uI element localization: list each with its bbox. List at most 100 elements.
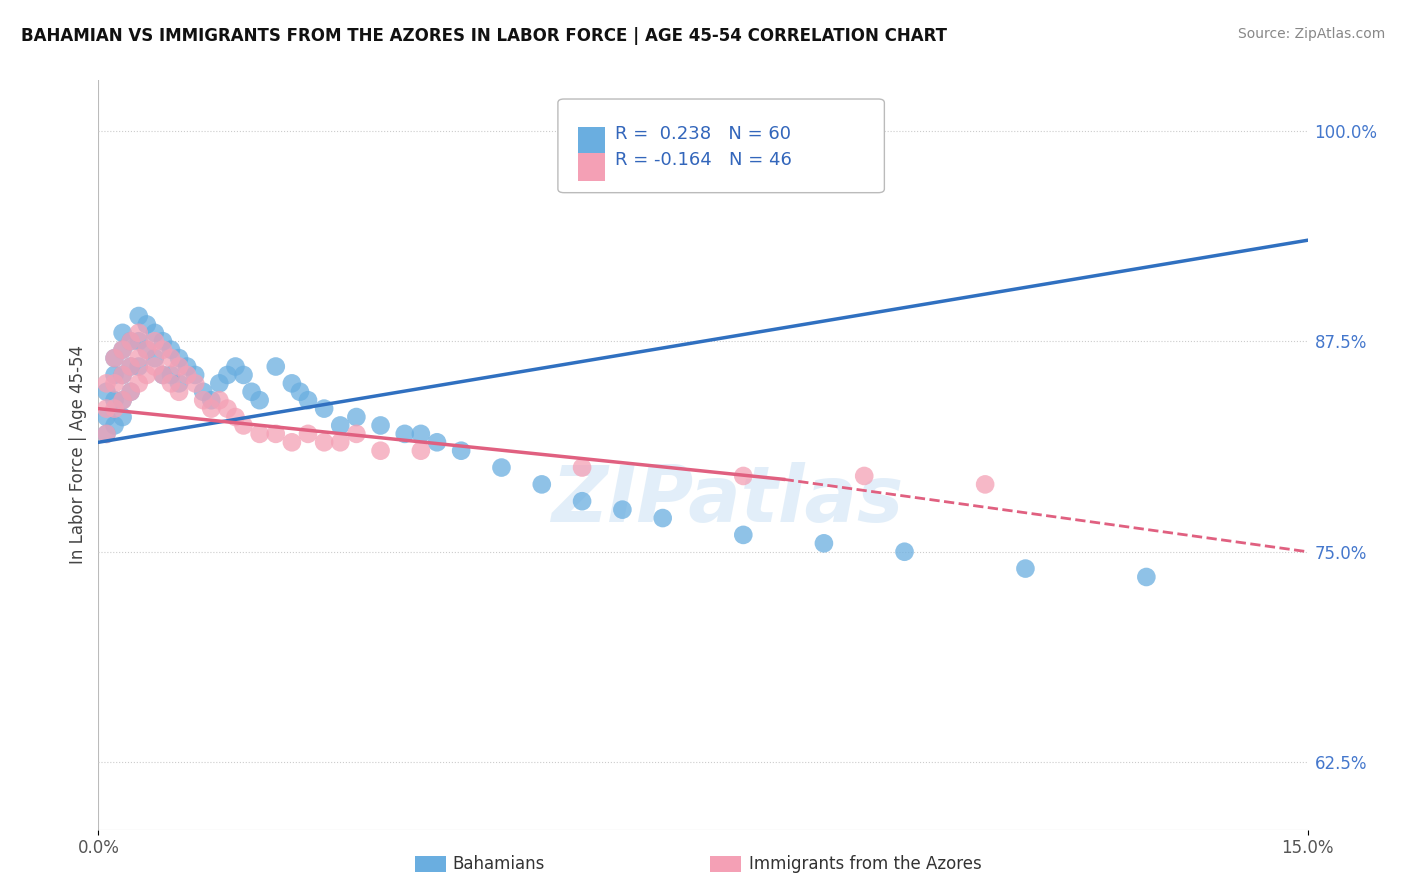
Point: [281, 376, 304, 391]
Point: [152, 343, 174, 357]
Point: [120, 384, 142, 399]
Point: [184, 376, 207, 391]
Point: [167, 384, 190, 399]
Point: [232, 368, 254, 382]
Point: [217, 368, 239, 382]
Point: [853, 469, 876, 483]
Point: [120, 384, 142, 399]
Point: [128, 376, 150, 391]
Text: ZIPatlas: ZIPatlas: [551, 462, 903, 538]
Point: [128, 326, 150, 340]
Point: [232, 418, 254, 433]
Point: [217, 401, 239, 416]
Point: [103, 418, 125, 433]
Point: [96, 426, 118, 441]
Point: [135, 343, 157, 357]
Point: [96, 384, 118, 399]
Point: [530, 477, 553, 491]
Point: [281, 435, 304, 450]
Point: [143, 326, 166, 340]
Point: [571, 460, 593, 475]
Point: [200, 393, 222, 408]
Point: [200, 401, 222, 416]
Point: [249, 393, 271, 408]
Point: [152, 334, 174, 349]
Point: [135, 368, 157, 382]
Point: [176, 368, 198, 382]
Point: [160, 351, 183, 365]
Point: [193, 393, 215, 408]
Point: [103, 393, 125, 408]
Point: [135, 318, 157, 332]
Point: [370, 418, 392, 433]
Point: [120, 359, 142, 374]
Point: [128, 309, 150, 323]
Point: [103, 401, 125, 416]
Point: [224, 410, 246, 425]
Point: [167, 376, 190, 391]
Point: [1014, 561, 1036, 575]
Point: [128, 351, 150, 365]
Text: R = -0.164   N = 46: R = -0.164 N = 46: [614, 152, 792, 169]
Point: [167, 351, 190, 365]
Point: [314, 401, 336, 416]
Point: [571, 494, 593, 508]
Point: [264, 426, 287, 441]
Point: [103, 376, 125, 391]
Point: [297, 426, 319, 441]
Point: [96, 401, 118, 416]
Text: Bahamians: Bahamians: [453, 855, 546, 873]
Point: [893, 545, 915, 559]
Point: [111, 343, 134, 357]
Point: [143, 351, 166, 365]
FancyBboxPatch shape: [578, 153, 605, 181]
Point: [344, 426, 367, 441]
Point: [409, 426, 432, 441]
Point: [409, 443, 432, 458]
Point: [297, 393, 319, 408]
Point: [450, 443, 472, 458]
Point: [249, 426, 271, 441]
Point: [111, 368, 134, 382]
Point: [208, 393, 231, 408]
Point: [370, 443, 392, 458]
Point: [152, 368, 174, 382]
Point: [733, 469, 755, 483]
Point: [111, 368, 134, 382]
Point: [612, 502, 634, 516]
Point: [128, 334, 150, 349]
Point: [329, 418, 352, 433]
Point: [96, 410, 118, 425]
Point: [193, 384, 215, 399]
Point: [135, 343, 157, 357]
Point: [184, 368, 207, 382]
Point: [176, 359, 198, 374]
Point: [103, 351, 125, 365]
Point: [96, 376, 118, 391]
Point: [160, 368, 183, 382]
Point: [103, 351, 125, 365]
Point: [224, 359, 246, 374]
Point: [111, 326, 134, 340]
Point: [111, 393, 134, 408]
Point: [143, 334, 166, 349]
FancyBboxPatch shape: [558, 99, 884, 193]
Point: [167, 359, 190, 374]
Text: Immigrants from the Azores: Immigrants from the Azores: [749, 855, 983, 873]
Point: [120, 359, 142, 374]
Point: [394, 426, 416, 441]
Point: [120, 334, 142, 349]
Point: [120, 334, 142, 349]
Point: [288, 384, 311, 399]
Point: [96, 426, 118, 441]
Point: [143, 359, 166, 374]
Point: [329, 435, 352, 450]
Point: [160, 343, 183, 357]
Text: R =  0.238   N = 60: R = 0.238 N = 60: [614, 125, 790, 144]
Point: [160, 376, 183, 391]
Point: [426, 435, 449, 450]
Point: [651, 511, 673, 525]
FancyBboxPatch shape: [578, 127, 605, 155]
Point: [128, 359, 150, 374]
Text: Source: ZipAtlas.com: Source: ZipAtlas.com: [1237, 27, 1385, 41]
